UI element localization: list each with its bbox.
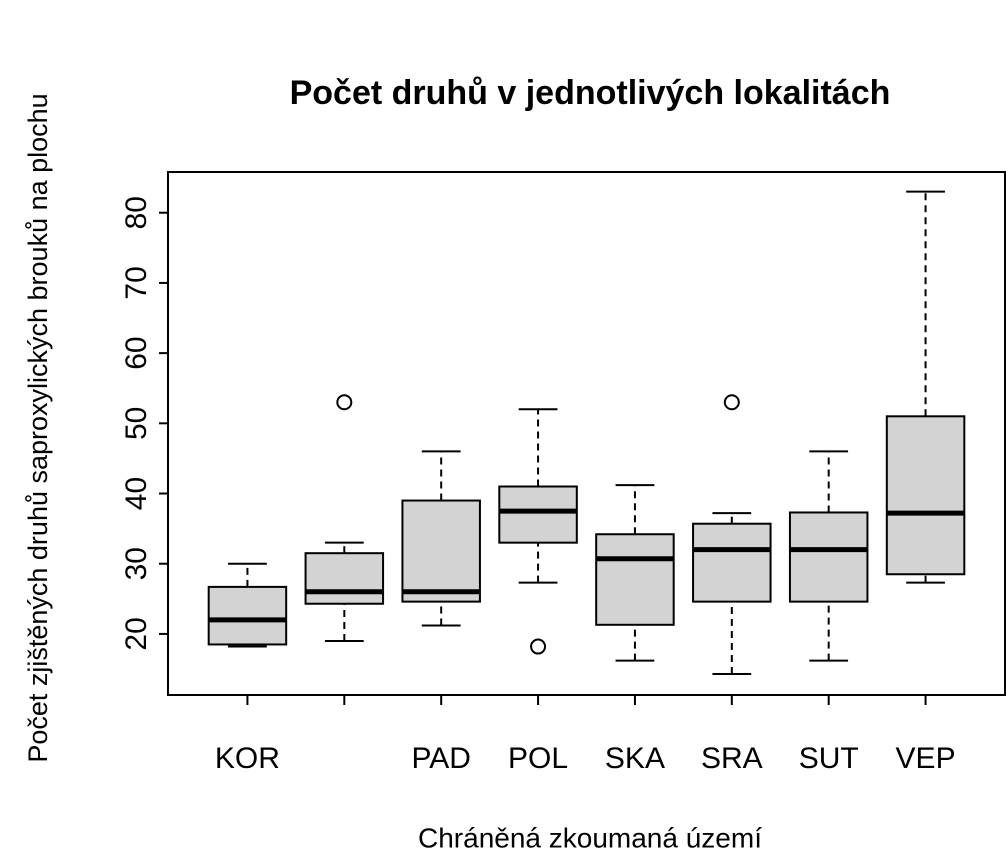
y-axis-label: Počet zjištěných druhů saproxylických br… <box>23 93 53 762</box>
x-tick-label: POL <box>508 742 568 775</box>
x-tick-label: VEP <box>896 742 956 775</box>
x-tick-label: SRA <box>701 742 763 775</box>
box <box>692 522 772 603</box>
box <box>401 499 481 603</box>
y-tick-label: 40 <box>120 477 153 510</box>
outlier <box>530 638 547 655</box>
y-tick-label: 80 <box>120 196 153 229</box>
y-tick-label: 50 <box>120 407 153 440</box>
box <box>498 485 578 544</box>
x-tick-label: SKA <box>605 742 665 775</box>
box <box>207 585 288 646</box>
box <box>788 511 869 603</box>
y-tick-label: 60 <box>120 336 153 369</box>
box <box>885 415 966 576</box>
box <box>595 533 675 626</box>
y-tick-label: 30 <box>120 547 153 580</box>
plot-frame <box>167 171 1006 696</box>
outlier <box>723 394 740 411</box>
x-tick-label: SUT <box>799 742 859 775</box>
y-tick-label: 20 <box>120 617 153 650</box>
x-axis-label: Chráněná zkoumaná území <box>418 822 762 853</box>
y-tick-label: 70 <box>120 266 153 299</box>
x-tick-label: KOR <box>215 742 280 775</box>
box <box>304 552 385 605</box>
x-tick-label: PAD <box>411 742 470 775</box>
chart-title: Počet druhů v jednotlivých lokalitách <box>290 74 891 112</box>
outlier <box>336 394 353 411</box>
